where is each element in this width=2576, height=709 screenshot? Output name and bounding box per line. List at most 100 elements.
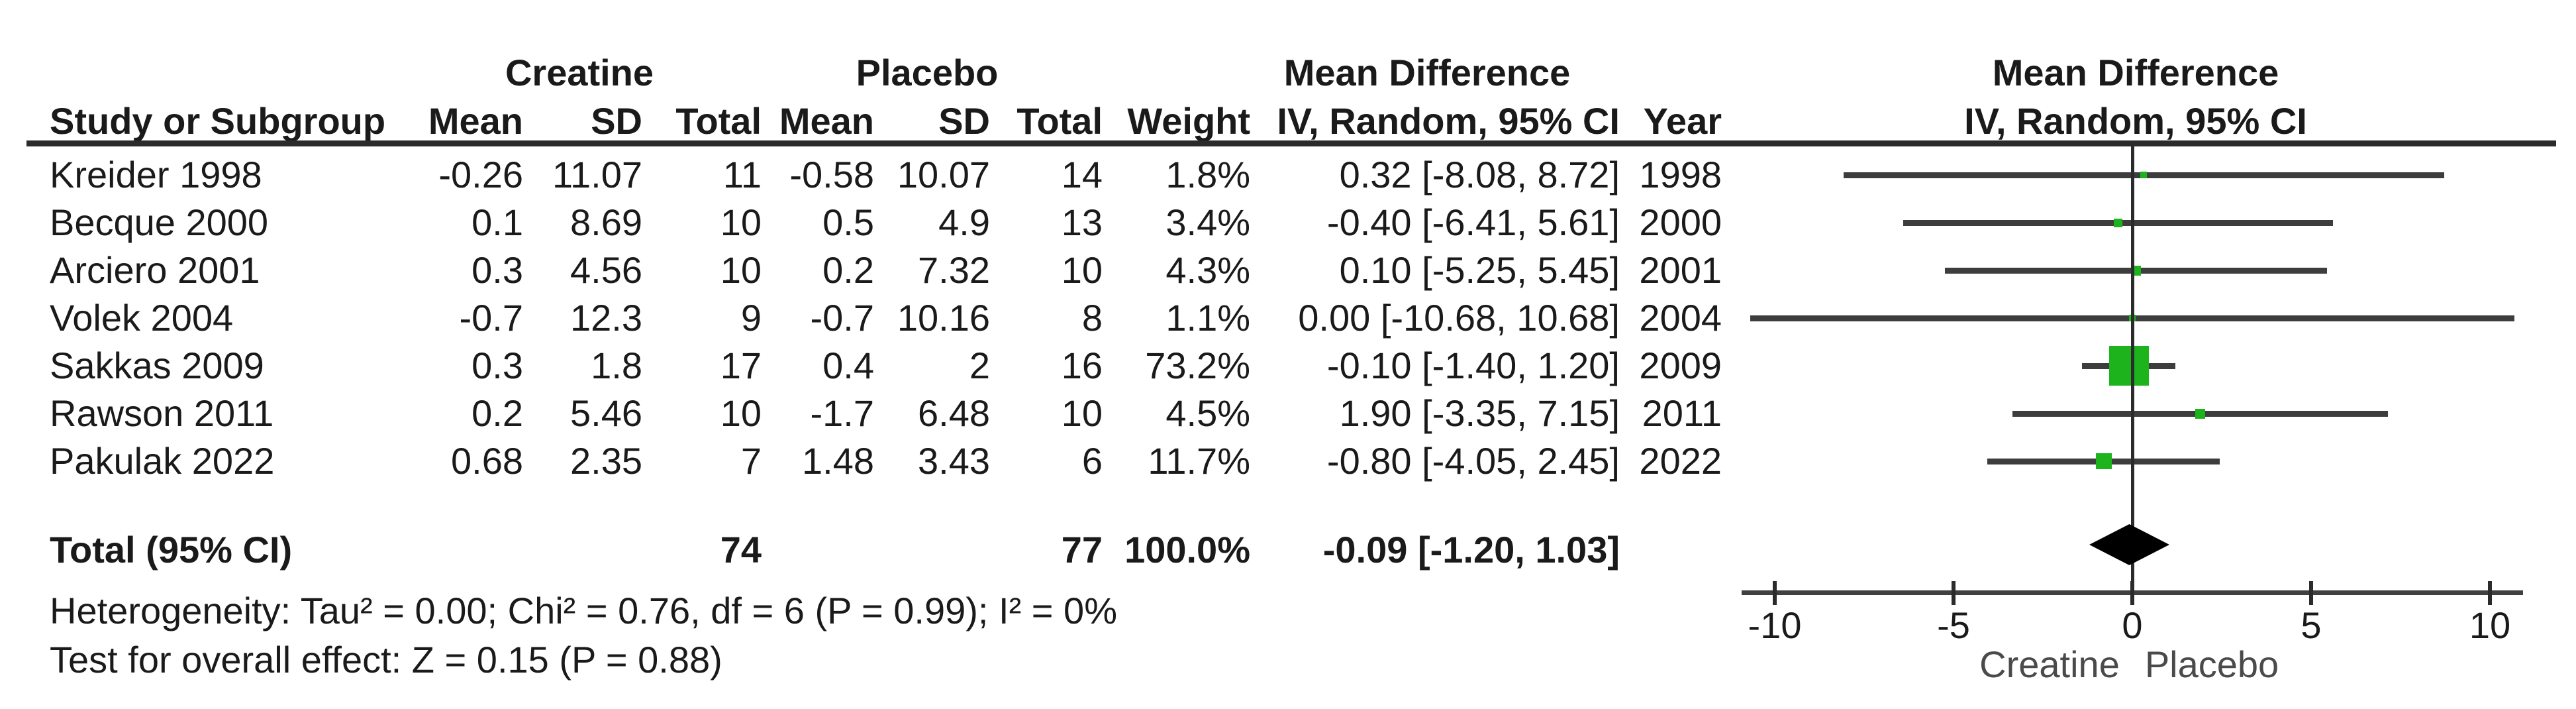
zero-line (2131, 146, 2134, 593)
x-axis-tick (1952, 581, 1956, 605)
effect-ci-cell: -0.10 [-1.40, 1.20] (1326, 345, 1620, 386)
creatine-sd-cell: 2.35 (570, 440, 642, 482)
placebo-sd-cell: 7.32 (918, 249, 990, 291)
pooled-diamond (2089, 524, 2169, 565)
creatine-sd-cell: 8.69 (570, 201, 642, 243)
table-row: Sakkas 2009 0.3 1.8 17 0.4 2 16 73.2% -0.10 [-1.… (0, 342, 2576, 390)
effect-ci-cell: -0.40 [-6.41, 5.61] (1326, 201, 1620, 243)
effect-square (2095, 453, 2112, 469)
placebo-sd-cell: 3.43 (918, 440, 990, 482)
x-axis-tick-label: -5 (1937, 604, 1970, 646)
total-creatine-n: 74 (720, 529, 762, 571)
study-name: Pakulak 2022 (50, 440, 275, 482)
weight-cell: 4.5% (1165, 392, 1250, 434)
effect-square (2195, 408, 2206, 419)
study-name: Rawson 2011 (50, 392, 274, 434)
placebo-total-cell: 10 (1061, 249, 1103, 291)
creatine-total-cell: 10 (720, 392, 762, 434)
year-cell: 2009 (1639, 345, 1722, 386)
creatine-total-cell: 11 (722, 154, 762, 195)
creatine-sd-cell: 11.07 (552, 154, 642, 195)
axis-label-placebo: Placebo (2144, 643, 2279, 685)
col-header-p-total: Total (1016, 100, 1103, 142)
year-cell: 2001 (1639, 249, 1722, 291)
placebo-total-cell: 13 (1061, 201, 1103, 243)
overall-effect-note: Test for overall effect: Z = 0.15 (P = 0… (50, 639, 722, 681)
weight-cell: 1.8% (1165, 154, 1250, 195)
year-cell: 2004 (1639, 297, 1722, 339)
study-name: Kreider 1998 (50, 154, 262, 195)
table-row: Kreider 1998 -0.26 11.07 11 -0.58 10.07 14 1.8%… (0, 151, 2576, 199)
col-header-p-mean: Mean (779, 100, 874, 142)
group-header-placebo: Placebo (856, 52, 999, 93)
placebo-mean-cell: 1.48 (802, 440, 874, 482)
study-name: Sakkas 2009 (50, 345, 264, 386)
creatine-total-cell: 7 (740, 440, 762, 482)
effect-square (2140, 172, 2148, 178)
study-name: Arciero 2001 (50, 249, 260, 291)
weight-cell: 3.4% (1165, 201, 1250, 243)
placebo-mean-cell: -0.7 (810, 297, 875, 339)
total-placebo-n: 77 (1061, 529, 1103, 571)
placebo-sd-cell: 2 (969, 345, 990, 386)
creatine-sd-cell: 1.8 (591, 345, 642, 386)
plot-subtitle: IV, Random, 95% CI (1964, 100, 2307, 142)
col-header-effect-ci: IV, Random, 95% CI (1277, 100, 1620, 142)
effect-ci-cell: -0.80 [-4.05, 2.45] (1326, 440, 1620, 482)
total-weight: 100.0% (1124, 529, 1250, 571)
effect-square (2113, 218, 2122, 227)
x-axis-tick-label: 10 (2469, 604, 2511, 646)
table-row: Arciero 2001 0.3 4.56 10 0.2 7.32 10 4.3% 0.10 [… (0, 246, 2576, 294)
plot-title: Mean Difference (1992, 52, 2279, 93)
placebo-total-cell: 16 (1061, 345, 1103, 386)
effect-ci-cell: 0.10 [-5.25, 5.45] (1339, 249, 1620, 291)
effect-column-title: Mean Difference (1283, 52, 1571, 93)
col-header-c-mean: Mean (428, 100, 523, 142)
year-cell: 2000 (1639, 201, 1722, 243)
weight-cell: 4.3% (1165, 249, 1250, 291)
effect-ci-cell: 1.90 [-3.35, 7.15] (1339, 392, 1620, 434)
table-row: Volek 2004 -0.7 12.3 9 -0.7 10.16 8 1.1% 0.00 [-… (0, 294, 2576, 342)
total-effect-ci: -0.09 [-1.20, 1.03] (1322, 529, 1620, 571)
placebo-total-cell: 8 (1081, 297, 1103, 339)
heterogeneity-note: Heterogeneity: Tau² = 0.00; Chi² = 0.76,… (50, 590, 1117, 631)
table-row: Pakulak 2022 0.68 2.35 7 1.48 3.43 6 11.7% -0.80… (0, 437, 2576, 485)
year-cell: 2011 (1642, 392, 1722, 434)
placebo-sd-cell: 4.9 (938, 201, 990, 243)
col-header-study: Study or Subgroup (50, 100, 386, 142)
placebo-mean-cell: 0.4 (822, 345, 874, 386)
creatine-mean-cell: 0.3 (471, 249, 523, 291)
x-axis-tick (2309, 581, 2313, 605)
col-header-year: Year (1643, 100, 1722, 142)
x-axis-tick (2488, 581, 2492, 605)
placebo-total-cell: 10 (1061, 392, 1103, 434)
creatine-sd-cell: 5.46 (570, 392, 642, 434)
creatine-mean-cell: 0.2 (471, 392, 523, 434)
placebo-mean-cell: -1.7 (810, 392, 875, 434)
x-axis-tick (1773, 581, 1777, 605)
placebo-sd-cell: 6.48 (918, 392, 990, 434)
creatine-mean-cell: 0.3 (471, 345, 523, 386)
placebo-mean-cell: 0.5 (822, 201, 874, 243)
creatine-mean-cell: 0.68 (451, 440, 523, 482)
axis-label-creatine: Creatine (1979, 643, 2120, 685)
col-header-weight: Weight (1127, 100, 1250, 142)
creatine-total-cell: 9 (740, 297, 762, 339)
weight-cell: 1.1% (1165, 297, 1250, 339)
year-cell: 2022 (1639, 440, 1722, 482)
x-axis-tick-label: 0 (2122, 604, 2143, 646)
placebo-mean-cell: -0.58 (789, 154, 874, 195)
study-name: Volek 2004 (50, 297, 234, 339)
effect-square (2108, 346, 2149, 386)
effect-ci-cell: 0.00 [-10.68, 10.68] (1298, 297, 1620, 339)
col-header-c-sd: SD (591, 100, 642, 142)
creatine-mean-cell: -0.26 (438, 154, 523, 195)
header-rule (26, 140, 2556, 146)
placebo-sd-cell: 10.16 (897, 297, 990, 339)
col-header-c-total: Total (675, 100, 762, 142)
placebo-total-cell: 14 (1061, 154, 1103, 195)
table-row: Rawson 2011 0.2 5.46 10 -1.7 6.48 10 4.5% 1.90 [… (0, 390, 2576, 437)
table-row: Becque 2000 0.1 8.69 10 0.5 4.9 13 3.4% -0.40 [-… (0, 199, 2576, 246)
creatine-total-cell: 17 (720, 345, 762, 386)
